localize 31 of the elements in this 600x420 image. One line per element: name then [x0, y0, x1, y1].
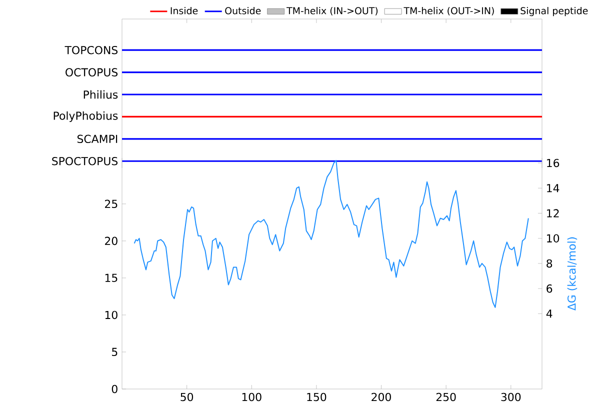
y-tick-label: 0 [112, 384, 118, 394]
x-tick-label: 200 [372, 392, 391, 402]
y2-tick-label: 8 [546, 259, 552, 268]
x-tick-label: 300 [501, 392, 521, 402]
legend-label: Signal peptide [520, 6, 588, 16]
y-tick-label: PolyPhobius [54, 111, 118, 122]
y2-tick-label: 16 [547, 158, 560, 168]
legend-label: Inside [170, 6, 198, 14]
y-tick-label: SPOCTOPUS [52, 156, 118, 166]
x-tick-label: 250 [436, 392, 456, 402]
y2-tick-label: 14 [547, 184, 560, 192]
y-tick-label: 10 [105, 310, 118, 320]
y2-axis-title: ΔG (kcal/mol) [567, 237, 578, 311]
legend-label: TM-helix (IN->OUT) [286, 6, 378, 16]
y2-tick-label: 4 [546, 310, 552, 318]
legend-label: Outside [225, 6, 261, 14]
x-tick-label: 150 [307, 392, 326, 402]
y-tick-label: SCAMPI [77, 134, 118, 144]
x-tick-label: 100 [242, 392, 262, 402]
y2-tick-label: 12 [547, 209, 559, 218]
y-tick-label: 15 [105, 274, 118, 282]
x-tick-label: 50 [180, 392, 194, 402]
y-tick-label: TOPCONS [64, 46, 118, 54]
y2-tick-label: 10 [547, 234, 560, 242]
y-tick-label: 20 [105, 236, 118, 246]
y-tick-label: Philius [84, 90, 118, 99]
y-tick-label: 25 [105, 200, 118, 208]
y-tick-label: OCTOPUS [66, 68, 118, 76]
y-tick-label: 5 [112, 348, 118, 356]
legend-label: TM-helix (OUT->IN) [404, 6, 494, 16]
y2-tick-label: 6 [546, 284, 552, 293]
